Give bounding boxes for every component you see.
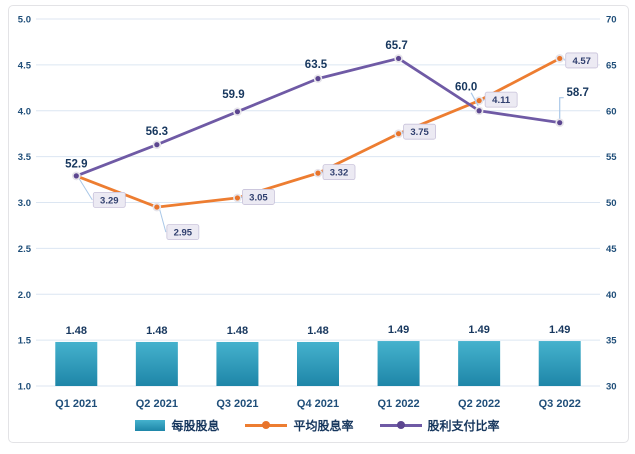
- data-point: [154, 204, 160, 210]
- right-axis-tick-label: 40: [606, 290, 617, 301]
- legend-item-dividend-per-share: 每股股息: [135, 417, 219, 434]
- callout-leader-line: [563, 58, 566, 61]
- left-axis-tick-label: 5.0: [18, 15, 31, 26]
- x-axis-category-label: Q1 2022: [377, 398, 419, 410]
- callout-value-label: 4.57: [572, 56, 591, 67]
- callout-value-label: 3.29: [100, 195, 119, 206]
- right-axis-tick-label: 65: [606, 60, 617, 71]
- data-point: [476, 98, 482, 104]
- right-axis-tick-label: 70: [606, 15, 617, 26]
- legend-item-payout-ratio: 股利支付比率: [379, 417, 500, 434]
- legend-label-avg-dividend-yield: 平均股息率: [293, 419, 354, 433]
- legend-label-dividend-per-share: 每股股息: [171, 419, 220, 433]
- bar-value-label: 1.48: [66, 325, 87, 337]
- bar-dividend-per-share: [297, 341, 339, 386]
- left-axis-tick-label: 4.0: [18, 106, 31, 117]
- legend-item-avg-dividend-yield: 平均股息率: [245, 417, 354, 434]
- callout-value-label: 3.32: [330, 168, 349, 179]
- bar-dividend-per-share: [55, 341, 98, 386]
- right-axis-tick-label: 60: [606, 106, 617, 117]
- callout-leader-line: [159, 209, 167, 233]
- left-axis-tick-label: 2.0: [18, 290, 31, 301]
- callout-value-label: 4.11: [492, 95, 511, 106]
- bar-value-label: 1.48: [307, 325, 328, 337]
- data-point: [315, 76, 321, 82]
- callout-box: [565, 52, 599, 69]
- payout-ratio-value-label: 56.3: [146, 126, 168, 138]
- right-axis-tick-label: 50: [606, 198, 617, 209]
- payout-ratio-value-label: 60.0: [455, 81, 477, 93]
- payout-ratio-value-label: 59.9: [222, 89, 244, 101]
- bar-dividend-per-share: [458, 341, 501, 386]
- bar-value-label: 1.49: [549, 324, 570, 336]
- data-point: [395, 55, 402, 62]
- data-point: [73, 173, 79, 179]
- bar-dividend-per-share: [135, 341, 178, 386]
- chart-legend: 每股股息 平均股息率 股利支付比率: [0, 417, 635, 434]
- callout-box: [166, 224, 200, 240]
- callout-value-label: 3.05: [249, 192, 268, 203]
- x-axis-category-label: Q1 2021: [55, 398, 97, 410]
- data-point: [315, 170, 321, 176]
- right-axis-tick-label: 30: [606, 382, 617, 393]
- x-axis-category-label: Q3 2021: [216, 398, 258, 410]
- data-point: [234, 195, 241, 201]
- legend-bar-swatch-icon: [135, 420, 166, 431]
- callout-value-label: 2.95: [174, 228, 193, 239]
- bar-value-label: 1.48: [146, 325, 167, 337]
- callout-box: [322, 164, 356, 181]
- data-point: [395, 131, 402, 137]
- right-axis-tick-label: 45: [606, 244, 617, 255]
- label-leader-line: [470, 92, 479, 107]
- x-axis-category-label: Q2 2021: [136, 398, 178, 410]
- callout-box: [484, 91, 518, 108]
- payout-ratio-value-label: 58.7: [567, 87, 589, 99]
- data-point: [557, 120, 563, 126]
- label-leader-line: [559, 97, 564, 119]
- legend-label-payout-ratio: 股利支付比率: [427, 419, 500, 433]
- legend-line-dot-icon-purple: [379, 420, 422, 431]
- data-point: [154, 142, 160, 148]
- left-axis-tick-label: 3.5: [18, 152, 32, 163]
- legend-line-dot-icon-orange: [245, 420, 288, 431]
- bar-dividend-per-share: [538, 341, 581, 386]
- left-axis-tick-label: 3.0: [18, 198, 31, 209]
- callout-leader-line: [78, 178, 93, 201]
- x-axis-category-label: Q2 2022: [458, 398, 500, 410]
- left-axis-tick-label: 1.5: [18, 336, 32, 347]
- x-axis-category-label: Q3 2022: [539, 398, 581, 410]
- callout-box: [403, 123, 436, 140]
- bar-dividend-per-share: [377, 341, 420, 386]
- right-axis-tick-label: 35: [606, 336, 617, 347]
- callout-value-label: 3.75: [410, 127, 429, 138]
- payout-ratio-value-label: 65.7: [385, 40, 407, 52]
- callout-box: [242, 189, 275, 205]
- bar-value-label: 1.49: [468, 324, 489, 336]
- left-axis-tick-label: 2.5: [18, 244, 32, 255]
- bar-dividend-per-share: [216, 341, 259, 386]
- data-point: [557, 55, 563, 62]
- data-point: [476, 108, 482, 114]
- bar-value-label: 1.48: [227, 325, 248, 337]
- left-axis-tick-label: 4.5: [18, 60, 32, 71]
- right-axis-tick-label: 55: [606, 152, 617, 163]
- callout-leader-line: [482, 99, 485, 102]
- x-axis-category-label: Q4 2021: [297, 398, 339, 410]
- callout-box: [92, 191, 126, 208]
- left-axis-tick-label: 1.0: [18, 382, 31, 393]
- payout-ratio-value-label: 52.9: [65, 158, 87, 170]
- bar-value-label: 1.49: [388, 324, 409, 336]
- data-point: [234, 109, 241, 115]
- payout-ratio-value-label: 63.5: [305, 59, 328, 71]
